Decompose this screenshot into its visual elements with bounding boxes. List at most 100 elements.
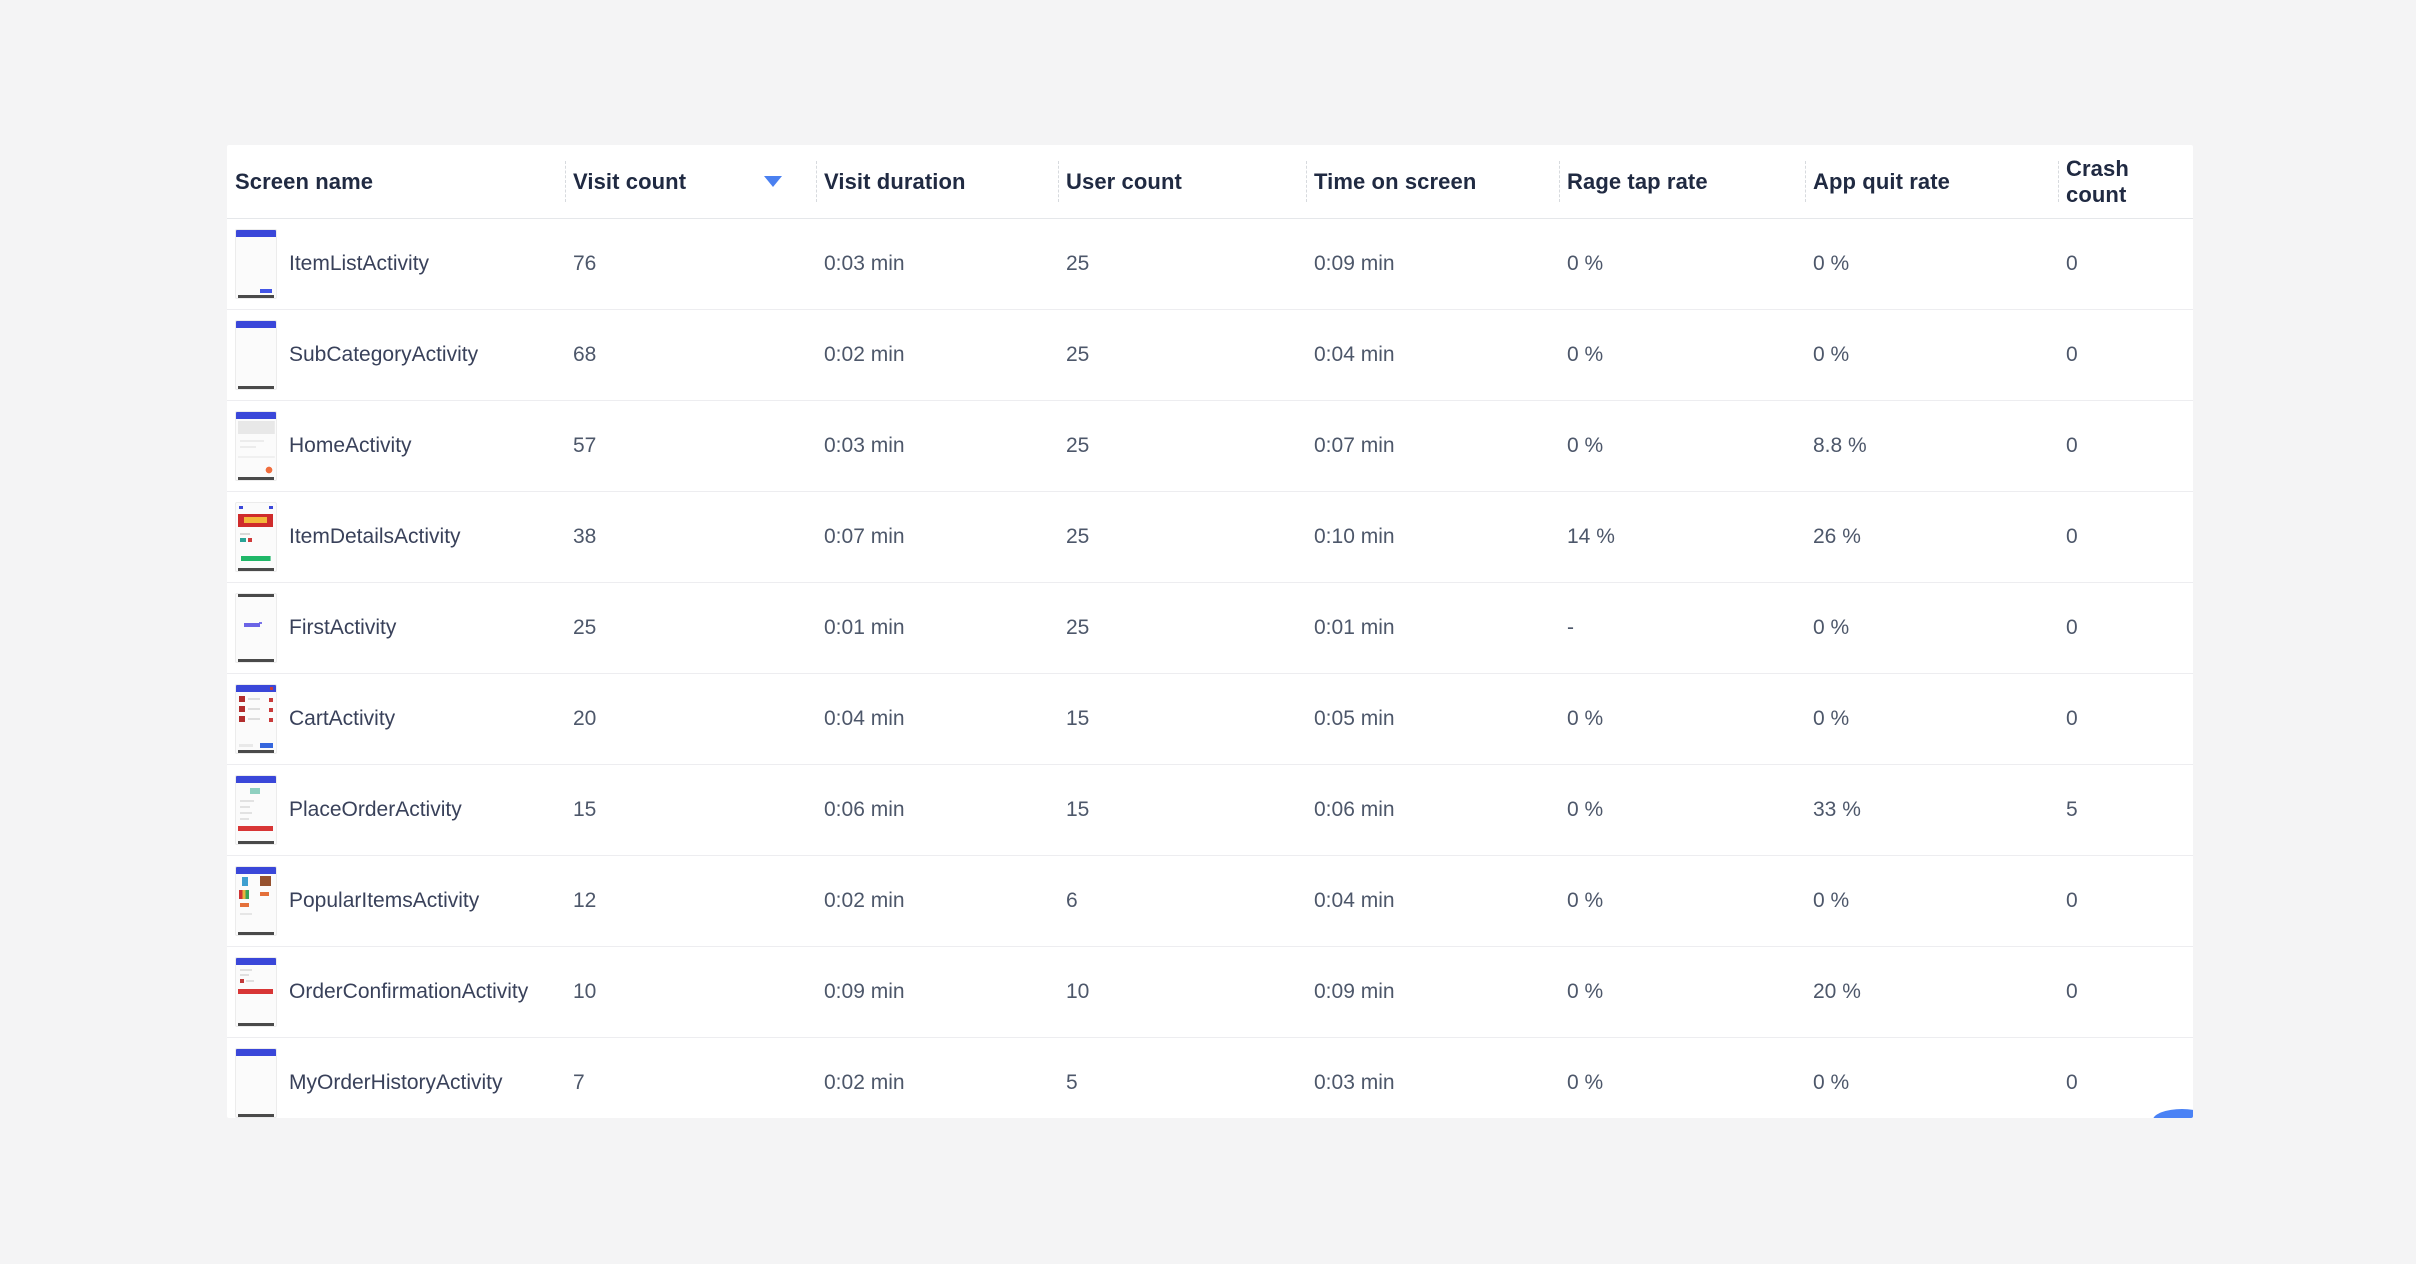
cell-app-quit-rate: 0 % [1813,1071,1850,1094]
column-header-app-quit-rate[interactable]: App quit rate [1805,145,2058,218]
screen-name-cell: PlaceOrderActivity [227,775,565,845]
table-row[interactable]: HomeActivity 57 0:03 min 25 0:07 min 0 % 8.8 %… [227,401,2193,492]
screen-name-cell: PopularItemsActivity [227,866,565,936]
table-row[interactable]: FirstActivity 25 0:01 min 25 0:01 min - 0 % 0 [227,583,2193,674]
screen-thumbnail [235,502,277,572]
screen-name-label: ItemListActivity [289,252,430,275]
chat-launcher-icon[interactable] [2153,1109,2193,1118]
table-row[interactable]: PlaceOrderActivity 15 0:06 min 15 0:06 min 0 … [227,765,2193,856]
cell-visit-count: 25 [573,616,597,639]
cell-time-on-screen: 0:04 min [1314,343,1395,366]
cell-app-quit-rate: 8.8 % [1813,434,1867,457]
cell-user-count: 5 [1066,1071,1078,1094]
cell-time-on-screen: 0:10 min [1314,525,1395,548]
column-header-label: User count [1066,168,1182,194]
cell-visit-duration: 0:04 min [824,707,905,730]
table-row[interactable]: OrderConfirmationActivity 10 0:09 min 10 0:0… [227,947,2193,1038]
cell-app-quit-rate: 0 % [1813,343,1850,366]
screen-thumbnail [235,320,277,390]
table-row[interactable]: ItemListActivity 76 0:03 min 25 0:09 min 0 % 0… [227,219,2193,310]
cell-time-on-screen: 0:01 min [1314,616,1395,639]
column-header-screen-name[interactable]: Screen name [227,145,565,218]
caret-down-icon [764,176,782,187]
cell-app-quit-rate: 0 % [1813,707,1850,730]
cell-visit-duration: 0:03 min [824,434,905,457]
cell-visit-duration: 0:09 min [824,980,905,1003]
cell-crash-count: 0 [2066,343,2078,366]
column-header-label: Screen name [235,168,374,194]
cell-crash-count: 0 [2066,252,2078,275]
screen-name-label: HomeActivity [289,434,412,457]
cell-crash-count: 0 [2066,434,2078,457]
column-header-time-on-screen[interactable]: Time on screen [1306,145,1559,218]
cell-visit-duration: 0:06 min [824,798,905,821]
cell-user-count: 25 [1066,616,1090,639]
column-header-label: Visit duration [824,168,966,194]
table-row[interactable]: SubCategoryActivity 68 0:02 min 25 0:04 min 0… [227,310,2193,401]
cell-visit-duration: 0:01 min [824,616,905,639]
column-header-rage-tap-rate[interactable]: Rage tap rate [1559,145,1805,218]
cell-crash-count: 0 [2066,525,2078,548]
screen-thumbnail [235,411,277,481]
screen-thumbnail [235,775,277,845]
column-header-crash-count[interactable]: Crash count [2058,145,2193,218]
table-header-row: Screen name Visit count Visit duration User… [227,145,2193,219]
screen-analytics-table: Screen name Visit count Visit duration User… [227,145,2193,1118]
cell-user-count: 25 [1066,525,1090,548]
cell-rage-tap-rate: 0 % [1567,1071,1604,1094]
cell-app-quit-rate: 26 % [1813,525,1861,548]
column-header-user-count[interactable]: User count [1058,145,1306,218]
screen-name-label: MyOrderHistoryActivity [289,1071,503,1094]
cell-app-quit-rate: 0 % [1813,889,1850,912]
column-header-label: Rage tap rate [1567,168,1708,194]
cell-crash-count: 0 [2066,980,2078,1003]
column-header-visit-count[interactable]: Visit count [565,145,816,218]
cell-visit-count: 15 [573,798,597,821]
cell-time-on-screen: 0:04 min [1314,889,1395,912]
cell-visit-count: 68 [573,343,597,366]
cell-app-quit-rate: 0 % [1813,616,1850,639]
screen-name-label: OrderConfirmationActivity [289,980,529,1003]
screen-name-cell: OrderConfirmationActivity [227,957,565,1027]
screen-name-label: ItemDetailsActivity [289,525,461,548]
screen-thumbnail [235,229,277,299]
cell-crash-count: 0 [2066,707,2078,730]
screen-name-cell: FirstActivity [227,593,565,663]
table-row[interactable]: MyOrderHistoryActivity 7 0:02 min 5 0:03 min… [227,1038,2193,1118]
column-header-visit-duration[interactable]: Visit duration [816,145,1058,218]
cell-visit-count: 57 [573,434,597,457]
cell-rage-tap-rate: - [1567,616,1574,639]
screen-thumbnail [235,957,277,1027]
screen-name-label: CartActivity [289,707,396,730]
cell-rage-tap-rate: 0 % [1567,798,1604,821]
cell-rage-tap-rate: 0 % [1567,434,1604,457]
cell-visit-duration: 0:02 min [824,889,905,912]
screen-name-cell: ItemListActivity [227,229,565,299]
cell-time-on-screen: 0:05 min [1314,707,1395,730]
screen-thumbnail [235,866,277,936]
cell-crash-count: 5 [2066,798,2078,821]
screen-thumbnail [235,593,277,663]
cell-visit-count: 7 [573,1071,585,1094]
cell-crash-count: 0 [2066,616,2078,639]
cell-time-on-screen: 0:09 min [1314,252,1395,275]
cell-user-count: 25 [1066,252,1090,275]
cell-rage-tap-rate: 0 % [1567,980,1604,1003]
table-row[interactable]: PopularItemsActivity 12 0:02 min 6 0:04 min 0… [227,856,2193,947]
cell-crash-count: 0 [2066,1071,2078,1094]
table-row[interactable]: ItemDetailsActivity 38 0:07 min 25 0:10 min 1… [227,492,2193,583]
table-body: ItemListActivity 76 0:03 min 25 0:09 min 0 % 0… [227,219,2193,1118]
cell-time-on-screen: 0:09 min [1314,980,1395,1003]
table-row[interactable]: CartActivity 20 0:04 min 15 0:05 min 0 % 0 % 0 [227,674,2193,765]
screen-name-cell: ItemDetailsActivity [227,502,565,572]
screen-name-label: PopularItemsActivity [289,889,480,912]
cell-time-on-screen: 0:07 min [1314,434,1395,457]
screen-thumbnail [235,1048,277,1118]
column-header-label: Time on screen [1314,168,1477,194]
screen-name-label: PlaceOrderActivity [289,798,462,821]
cell-app-quit-rate: 0 % [1813,252,1850,275]
column-header-label: App quit rate [1813,168,1950,194]
cell-visit-duration: 0:02 min [824,343,905,366]
screen-name-cell: HomeActivity [227,411,565,481]
